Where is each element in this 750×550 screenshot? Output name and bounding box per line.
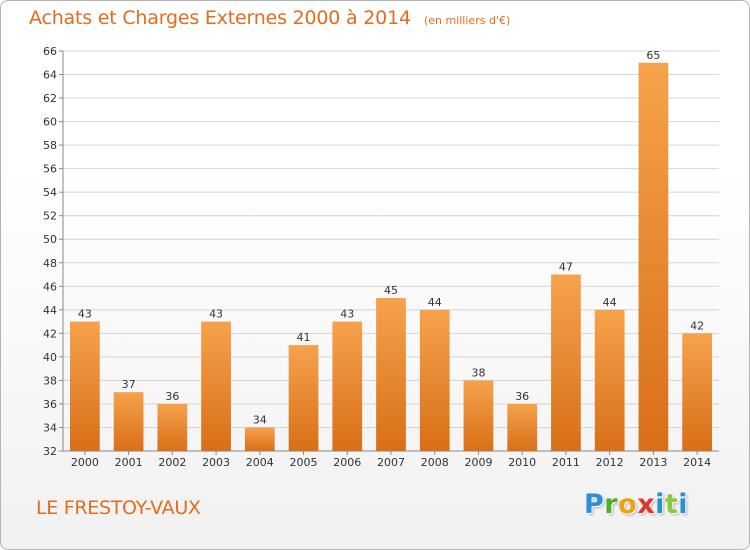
x-tick-label: 2000 [71,456,99,469]
x-tick-label: 2002 [158,456,186,469]
bar [507,403,538,451]
x-tick-label: 2008 [421,456,449,469]
x-tick-label: 2014 [683,456,711,469]
data-label: 34 [253,413,267,426]
y-tick-label: 42 [43,327,57,340]
y-tick-label: 44 [43,304,57,317]
bar-layer [69,62,713,451]
bar [682,333,713,451]
y-tick-label: 66 [43,45,57,58]
data-label: 36 [515,390,529,403]
data-label: 43 [340,308,354,321]
x-tick-label: 2010 [508,456,536,469]
data-label: 37 [122,378,136,391]
bar [594,309,625,451]
label-layer: 2000 43 2001 37 2002 36 2003 43 2004 34 2005 41 2006… [71,49,711,469]
x-tick-label: 2003 [202,456,230,469]
y-tick-label: 54 [43,186,57,199]
data-label: 44 [603,296,617,309]
data-label: 47 [559,261,573,274]
y-tick-label: 34 [43,421,57,434]
place-name: LE FRESTOY-VAUX [36,497,201,519]
y-tick-label: 64 [43,69,57,82]
bar [288,345,319,451]
y-tick-label: 32 [43,445,57,458]
data-label: 36 [165,390,179,403]
data-label: 38 [471,366,485,379]
y-tick-label: 50 [43,233,57,246]
data-label: 65 [646,49,660,62]
y-tick-label: 36 [43,398,57,411]
x-tick-label: 2011 [552,456,580,469]
bar [201,321,231,451]
y-tick-label: 46 [43,280,57,293]
x-tick-label: 2004 [246,456,274,469]
y-tick-label: 52 [43,210,57,223]
y-tick-label: 62 [43,92,57,105]
data-label: 41 [297,331,311,344]
title-row: Achats et Charges Externes 2000 à 2014 (… [29,7,510,29]
data-label: 44 [428,296,442,309]
data-label: 43 [209,308,223,321]
proxiti-logo: Proxiti [584,489,689,520]
x-tick-label: 2006 [333,456,361,469]
chart-unit: (en milliers d'€) [423,14,511,27]
bar [551,274,581,451]
bar [332,321,363,451]
x-tick-label: 2012 [596,456,624,469]
x-tick-label: 2009 [464,456,492,469]
y-tick-label: 38 [43,374,57,387]
data-label: 42 [690,319,704,332]
data-label: 43 [78,308,92,321]
y-tick-label: 58 [43,139,57,152]
y-tick-label: 48 [43,257,57,270]
data-label: 45 [384,284,398,297]
chart-title: Achats et Charges Externes 2000 à 2014 [29,7,411,29]
y-tick-label: 60 [43,116,57,129]
bar [113,392,144,451]
bar [419,309,450,451]
bar [157,403,188,451]
x-tick-label: 2013 [639,456,667,469]
bar [376,298,406,451]
bar [244,427,275,451]
y-tick-label: 56 [43,163,57,176]
bar [463,380,494,451]
bar [638,62,669,451]
x-tick-label: 2007 [377,456,405,469]
x-tick-label: 2005 [290,456,318,469]
x-tick-label: 2001 [115,456,143,469]
bar [69,321,100,451]
y-tick-label: 40 [43,351,57,364]
